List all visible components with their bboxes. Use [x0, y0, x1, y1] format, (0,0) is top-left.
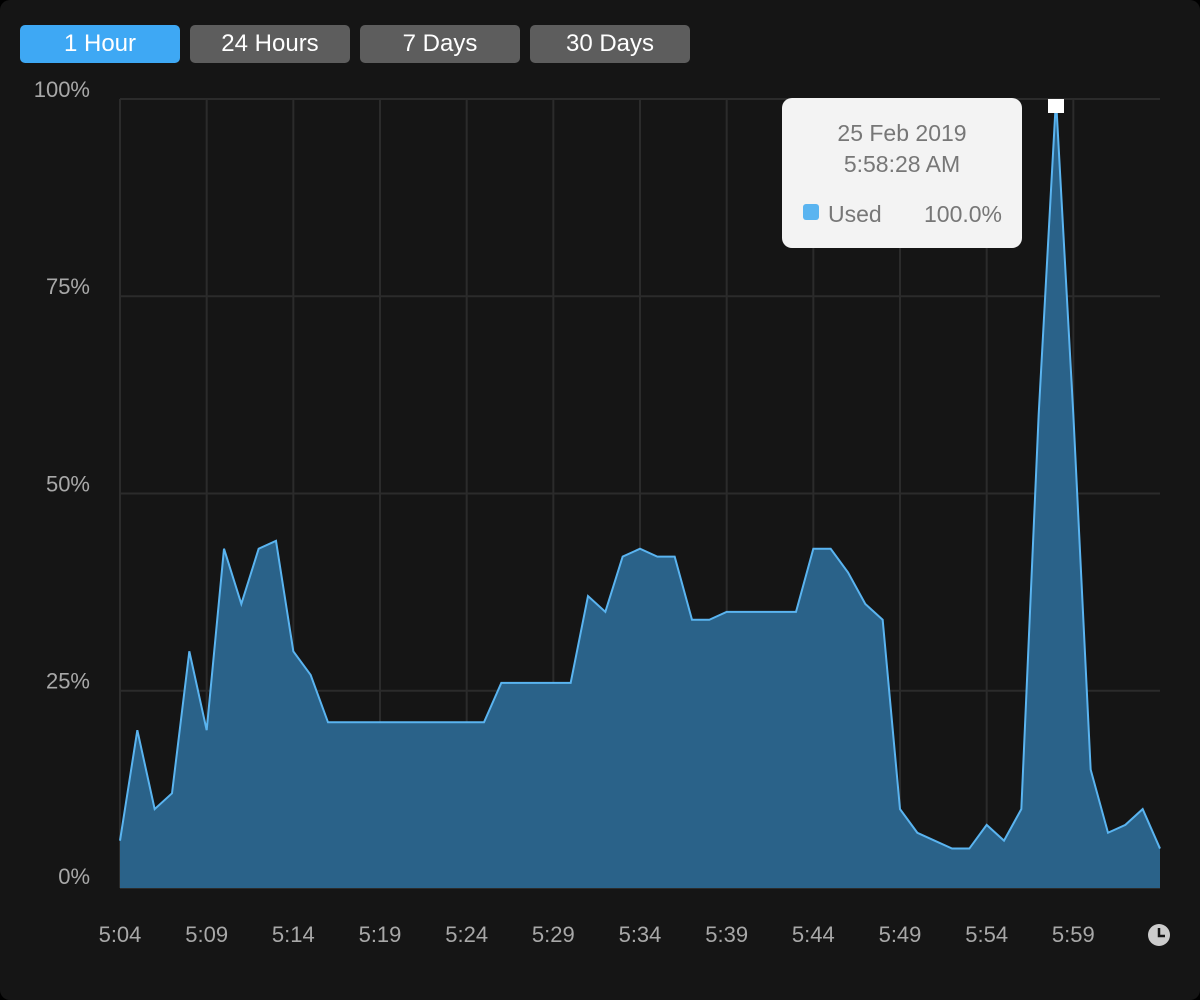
range-tab[interactable]: 24 Hours — [190, 25, 350, 63]
x-tick-label: 5:24 — [445, 922, 488, 947]
tooltip-series: Used — [828, 201, 882, 227]
hover-marker — [1048, 99, 1064, 113]
x-tick-label: 5:59 — [1052, 922, 1095, 947]
legend-swatch — [803, 204, 819, 220]
x-tick-label: 5:19 — [359, 922, 402, 947]
area-fill — [120, 99, 1160, 888]
y-tick-label: 25% — [46, 669, 90, 694]
clock-hands — [1157, 928, 1165, 938]
tooltip-value: 100.0% — [923, 201, 1002, 227]
tooltip-time: 5:58:28 AM — [843, 151, 961, 177]
range-tab[interactable]: 7 Days — [360, 25, 520, 63]
range-tab[interactable]: 30 Days — [530, 25, 690, 63]
x-tick-label: 5:54 — [965, 922, 1008, 947]
y-tick-label: 100% — [34, 77, 90, 102]
x-tick-label: 5:34 — [619, 922, 662, 947]
x-tick-label: 5:49 — [879, 922, 922, 947]
tooltip: 25 Feb 2019 5:58:28 AM Used 100.0% — [782, 98, 1022, 248]
y-tick-label: 50% — [46, 471, 90, 496]
range-tab[interactable]: 1 Hour — [20, 25, 180, 63]
y-tick-label: 0% — [58, 864, 90, 889]
x-tick-label: 5:04 — [99, 922, 142, 947]
area-line — [119, 98, 1161, 850]
x-tick-label: 5:29 — [532, 922, 575, 947]
y-tick-label: 75% — [46, 274, 90, 299]
x-tick-label: 5:44 — [792, 922, 835, 947]
x-tick-label: 5:39 — [705, 922, 748, 947]
x-tick-label: 5:14 — [272, 922, 315, 947]
tooltip-date: 25 Feb 2019 — [837, 120, 967, 146]
x-tick-label: 5:09 — [185, 922, 228, 947]
